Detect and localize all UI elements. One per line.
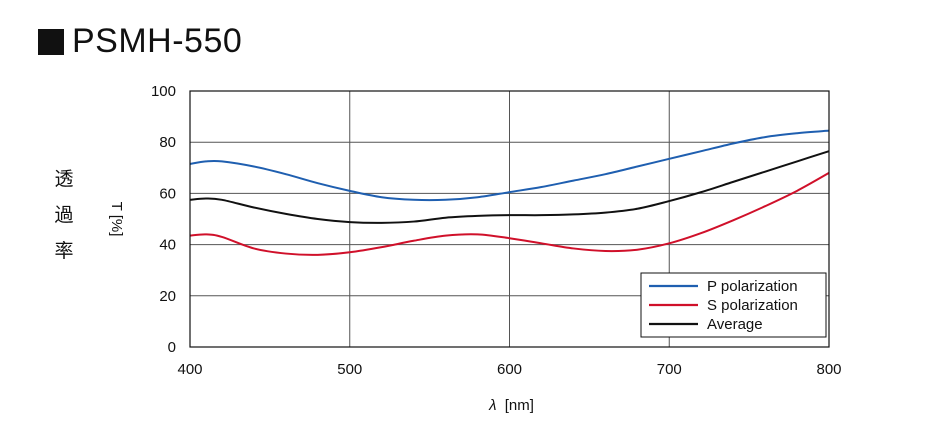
x-tick-labels: 400 500 600 700 800 xyxy=(177,361,841,378)
plot-frame xyxy=(189,90,830,348)
x-tick-label: 400 xyxy=(177,361,202,378)
chart-title-block: PSMH-550 xyxy=(38,22,242,61)
x-axis-label: λ [nm] xyxy=(488,397,534,414)
x-axis-symbol: λ xyxy=(488,397,496,414)
y-tick-label: 80 xyxy=(159,134,176,151)
series-lines xyxy=(189,129,830,256)
x-axis-unit: [nm] xyxy=(505,397,534,414)
title-square-icon xyxy=(38,28,64,55)
legend-label: P polarization xyxy=(707,278,798,295)
x-tick-label: 600 xyxy=(497,361,522,378)
chart-title: PSMH-550 xyxy=(72,22,243,60)
x-tick-label: 500 xyxy=(337,361,362,378)
series-line-2 xyxy=(189,172,830,256)
series-line-1 xyxy=(189,129,830,202)
y-tick-label: 100 xyxy=(151,83,176,100)
transmittance-label: 透 過 率 xyxy=(52,162,76,270)
y-tick-label: 60 xyxy=(159,185,176,202)
transmittance-char-1: 透 xyxy=(54,169,74,190)
legend: P polarization S polarization Average xyxy=(640,272,827,338)
series-line-3 xyxy=(189,150,830,224)
grid xyxy=(190,91,829,347)
y-tick-label: 0 xyxy=(168,339,176,356)
x-tick-label: 700 xyxy=(657,361,682,378)
legend-label: S polarization xyxy=(707,297,798,314)
transmittance-char-3: 率 xyxy=(54,241,74,262)
y-tick-label: 20 xyxy=(159,288,176,305)
x-tick-label: 800 xyxy=(816,361,841,378)
y-axis-label: T [%] xyxy=(108,202,125,237)
y-tick-labels: 0 20 40 60 80 100 xyxy=(151,83,176,356)
legend-label: Average xyxy=(707,316,763,333)
y-tick-label: 40 xyxy=(159,237,176,254)
transmittance-char-2: 過 xyxy=(54,205,74,226)
